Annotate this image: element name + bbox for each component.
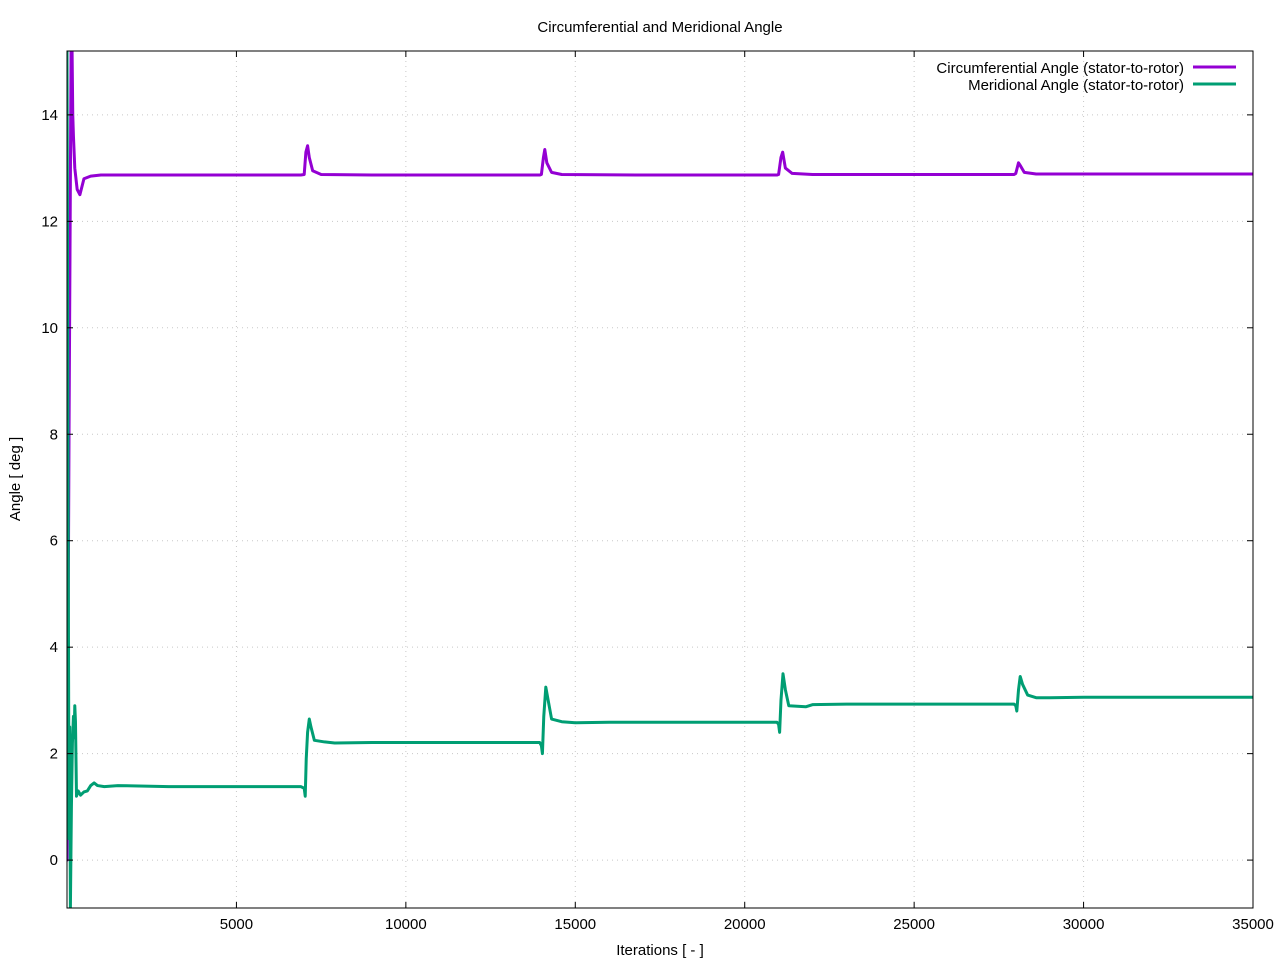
x-tick-label: 30000	[1063, 916, 1105, 933]
series-line-meridional	[67, 51, 1253, 908]
y-tick-label: 8	[50, 426, 58, 443]
legend-label-meridional: Meridional Angle (stator-to-rotor)	[968, 77, 1184, 94]
x-tick-label: 5000	[220, 916, 253, 933]
series-layer	[67, 51, 1253, 908]
x-tick-label: 25000	[893, 916, 935, 933]
grid	[67, 51, 1253, 908]
legend: Circumferential Angle (stator-to-rotor) …	[936, 60, 1236, 94]
y-tick-label: 0	[50, 852, 58, 869]
y-tick-label: 10	[41, 320, 58, 337]
x-tick-label: 10000	[385, 916, 427, 933]
chart-title: Circumferential and Meridional Angle	[537, 19, 782, 36]
x-axis-label: Iterations [ - ]	[616, 942, 704, 959]
y-axis-label: Angle [ deg ]	[7, 437, 24, 521]
legend-label-circumferential: Circumferential Angle (stator-to-rotor)	[936, 60, 1184, 77]
y-tick-label: 12	[41, 213, 58, 230]
plot-area-border	[66, 50, 1254, 909]
x-tick-label: 20000	[724, 916, 766, 933]
axis-ticks: 5000 10000 15000 20000 25000 30000 35000 0 2 4 6 8 1…	[41, 51, 1274, 933]
y-tick-label: 6	[50, 533, 58, 550]
y-tick-label: 14	[41, 107, 58, 124]
x-tick-label: 15000	[554, 916, 596, 933]
x-tick-label: 35000	[1232, 916, 1274, 933]
y-tick-label: 4	[50, 639, 58, 656]
series-line-circumferential	[67, 51, 1253, 862]
y-tick-label: 2	[50, 746, 58, 763]
